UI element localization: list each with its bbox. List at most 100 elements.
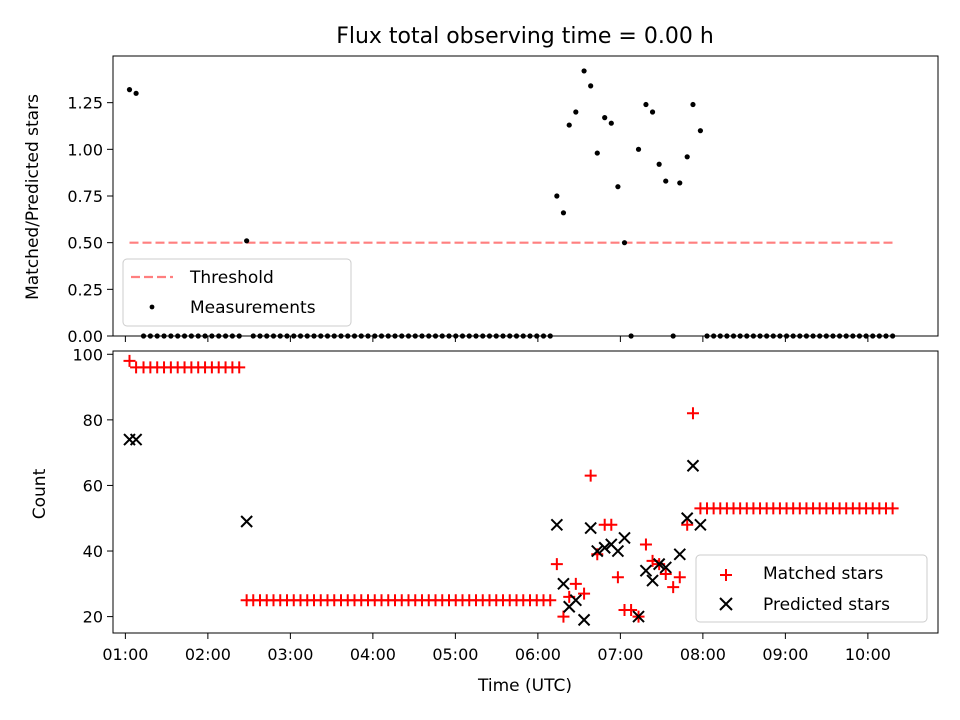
bottom-y-tick-label: 20 (83, 608, 103, 627)
bottom-y-tick-label: 80 (83, 411, 103, 430)
x-tick-label: 05:00 (432, 645, 478, 664)
measurement-point (684, 154, 690, 160)
x-tick-label: 09:00 (762, 645, 808, 664)
x-tick-label: 02:00 (185, 645, 231, 664)
predicted-star-point (550, 518, 564, 531)
matched-star-point (584, 469, 597, 482)
matched-star-point (578, 587, 591, 600)
predicted-star-point (673, 548, 686, 561)
bottom-y-tick-label: 100 (72, 345, 103, 364)
measurement-point (133, 90, 139, 96)
measurement-point (602, 115, 608, 121)
measurement-point (635, 146, 642, 152)
bottom-legend-box (695, 554, 928, 623)
top-y-axis-label: Matched/Predicted stars (23, 94, 43, 300)
bottom-plot-area: 01:00 02:00 03:00 04:00 05:00 06:00 07:00 08:00… (72, 345, 899, 664)
matched-star-point (569, 577, 582, 590)
predicted-star-point (680, 512, 694, 525)
x-axis-label: Time (UTC) (477, 676, 572, 696)
top-y-tick-label: 1.25 (67, 94, 103, 113)
measurement-point (554, 193, 560, 199)
predicted-star-point (659, 561, 672, 574)
top-y-tick-label: 0.25 (67, 280, 103, 299)
matched-star-point (886, 502, 899, 515)
predicted-star-point (646, 574, 659, 587)
predicted-star-point (598, 541, 611, 554)
matched-legend-label: Matched stars (763, 564, 883, 584)
top-y-tick-label: 0.75 (67, 187, 103, 206)
matched-legend-swatch (720, 569, 732, 581)
measurements-legend-swatch (149, 304, 155, 310)
x-tick-label: 01:00 (102, 645, 148, 664)
threshold-legend-label: Threshold (189, 268, 274, 288)
predicted-star-point (639, 564, 653, 577)
matched-star-point (611, 571, 624, 584)
predicted-star-point (129, 433, 143, 446)
predicted-star-point (591, 544, 604, 558)
predicted-star-point (240, 515, 253, 528)
top-y-tick-label: 0.50 (67, 234, 103, 253)
bottom-y-axis-label: Count (30, 468, 50, 519)
measurement-point (656, 161, 662, 167)
measurement-point (581, 68, 587, 74)
x-tick-label: 07:00 (597, 645, 643, 664)
measurement-point (566, 122, 572, 128)
matched-star-point (639, 538, 652, 551)
measurement-point (126, 87, 133, 93)
measurement-point (621, 240, 628, 246)
measurement-point (560, 210, 567, 216)
predicted-star-point (652, 557, 666, 571)
predicted-star-point (584, 521, 597, 535)
measurement-point (643, 101, 649, 108)
x-tick-label: 03:00 (267, 645, 313, 664)
measurement-point (649, 109, 656, 115)
top-y-tick-label: 0.00 (67, 327, 103, 346)
measurement-point (697, 128, 704, 134)
predicted-star-point (577, 613, 591, 627)
count-panel: Count Time (UTC) 01:00 02:00 03:00 04:00 05:… (30, 345, 939, 696)
top-axes-frame (112, 55, 939, 337)
x-tick-label: 08:00 (680, 645, 726, 664)
chart-title: Flux total observing time = 0.00 h (336, 24, 714, 49)
predicted-star-point (569, 594, 583, 607)
predicted-star-point (557, 577, 570, 591)
measurement-point (677, 180, 683, 186)
matched-star-point (686, 407, 699, 420)
predicted-legend-label: Predicted stars (763, 595, 890, 615)
predicted-star-point (686, 459, 700, 472)
bottom-axes-frame (112, 350, 939, 634)
top-legend: Threshold Measurements (122, 258, 352, 327)
ratio-panel: Flux total observing time = 0.00 h Match… (23, 24, 939, 346)
matched-star-point (659, 567, 672, 580)
measurement-point (615, 184, 621, 190)
x-tick-label: 10:00 (845, 645, 891, 664)
x-tick-label: 06:00 (515, 645, 561, 664)
predicted-legend-swatch (719, 597, 733, 611)
matched-star-point (673, 571, 686, 584)
top-legend-box (122, 258, 352, 327)
matched-star-point (605, 518, 618, 531)
top-y-tick-label: 1.00 (67, 140, 103, 159)
predicted-star-point (694, 518, 707, 531)
measurement-point (588, 83, 594, 89)
predicted-star-point (618, 531, 631, 545)
matched-star-point (625, 604, 638, 617)
predicted-star-point (632, 610, 645, 623)
measurement-point (573, 109, 579, 115)
matched-star-point (557, 610, 570, 623)
measurement-point (663, 178, 669, 184)
measurement-point (608, 120, 614, 126)
measurement-point (690, 101, 696, 108)
predicted-star-point (611, 544, 625, 558)
measurements-legend-label: Measurements (190, 298, 316, 318)
matched-star-point (123, 354, 136, 367)
matched-star-point (233, 361, 246, 374)
measurement-point (594, 150, 600, 156)
bottom-y-tick-label: 60 (83, 476, 103, 495)
bottom-legend: Matched stars Predicted stars (695, 554, 928, 623)
matched-star-point (550, 558, 563, 571)
matched-star-point (667, 581, 680, 594)
matched-star-point (544, 594, 557, 607)
bottom-y-tick-label: 40 (83, 542, 103, 561)
